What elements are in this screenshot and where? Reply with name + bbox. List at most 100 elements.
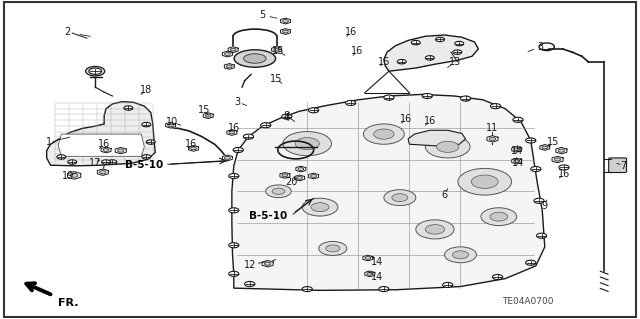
Text: 16: 16 <box>228 123 240 133</box>
Ellipse shape <box>244 54 266 63</box>
Circle shape <box>514 160 520 162</box>
Circle shape <box>525 260 536 265</box>
Text: 16: 16 <box>378 57 390 67</box>
FancyBboxPatch shape <box>609 158 627 173</box>
Circle shape <box>168 124 173 127</box>
Text: 20: 20 <box>285 177 298 187</box>
Circle shape <box>70 174 78 177</box>
Text: 16: 16 <box>344 27 356 37</box>
Circle shape <box>481 208 516 226</box>
Text: 15: 15 <box>270 73 283 84</box>
Text: 1: 1 <box>45 137 52 147</box>
Text: 7: 7 <box>620 161 627 171</box>
Circle shape <box>142 155 151 159</box>
Circle shape <box>436 141 459 152</box>
Text: B-5-10: B-5-10 <box>248 211 287 221</box>
Polygon shape <box>487 136 498 142</box>
Circle shape <box>397 59 406 64</box>
Circle shape <box>124 106 133 110</box>
Circle shape <box>379 286 389 292</box>
Circle shape <box>525 138 536 143</box>
Circle shape <box>142 122 151 127</box>
Circle shape <box>384 95 394 100</box>
Circle shape <box>365 256 371 259</box>
Circle shape <box>228 174 239 179</box>
Circle shape <box>302 286 312 292</box>
Text: FR.: FR. <box>58 298 79 308</box>
Polygon shape <box>115 147 126 154</box>
Circle shape <box>225 53 230 56</box>
Polygon shape <box>296 166 306 172</box>
Circle shape <box>297 176 303 179</box>
Circle shape <box>513 117 523 122</box>
Circle shape <box>298 167 304 170</box>
Circle shape <box>228 208 239 213</box>
Polygon shape <box>227 130 237 135</box>
Circle shape <box>302 198 338 216</box>
Circle shape <box>443 282 453 287</box>
Circle shape <box>295 137 319 150</box>
Polygon shape <box>232 94 545 290</box>
Text: 16: 16 <box>185 139 197 149</box>
Polygon shape <box>262 261 273 267</box>
Text: 8: 8 <box>284 111 290 121</box>
Polygon shape <box>67 172 81 179</box>
Circle shape <box>266 185 291 197</box>
Circle shape <box>282 114 292 119</box>
Circle shape <box>559 165 569 170</box>
Text: 2: 2 <box>65 27 71 37</box>
Text: 16: 16 <box>424 116 436 126</box>
Circle shape <box>554 158 561 161</box>
Circle shape <box>205 114 211 117</box>
Circle shape <box>364 124 404 144</box>
Circle shape <box>542 146 548 149</box>
Polygon shape <box>204 113 213 119</box>
Circle shape <box>374 129 394 139</box>
Polygon shape <box>225 63 234 69</box>
Circle shape <box>308 108 319 113</box>
Text: 12: 12 <box>244 260 256 270</box>
Text: 14: 14 <box>511 145 523 156</box>
Text: 16: 16 <box>400 114 412 124</box>
Circle shape <box>274 48 280 51</box>
Polygon shape <box>280 18 291 24</box>
Circle shape <box>426 56 435 60</box>
Circle shape <box>272 188 285 195</box>
Circle shape <box>102 160 111 164</box>
Circle shape <box>228 271 239 276</box>
Circle shape <box>346 100 356 106</box>
Circle shape <box>108 160 117 164</box>
Text: 14: 14 <box>512 158 524 168</box>
Circle shape <box>243 134 253 139</box>
Polygon shape <box>512 146 522 152</box>
Circle shape <box>558 149 564 152</box>
Text: TE04A0700: TE04A0700 <box>502 297 554 306</box>
Text: 19: 19 <box>61 171 74 181</box>
Text: 5: 5 <box>259 10 266 20</box>
Circle shape <box>244 281 255 286</box>
Circle shape <box>227 65 232 68</box>
Text: 15: 15 <box>547 137 559 147</box>
Circle shape <box>283 19 289 22</box>
Circle shape <box>426 225 445 234</box>
Circle shape <box>412 41 420 45</box>
Polygon shape <box>363 255 373 261</box>
Circle shape <box>422 93 433 99</box>
Polygon shape <box>101 147 111 153</box>
Text: 15: 15 <box>198 105 210 115</box>
Circle shape <box>436 37 445 42</box>
Text: 9: 9 <box>541 201 548 211</box>
Circle shape <box>264 262 271 265</box>
Polygon shape <box>408 130 466 146</box>
Circle shape <box>455 41 464 46</box>
Circle shape <box>228 243 239 248</box>
Text: 6: 6 <box>442 190 447 200</box>
Text: 14: 14 <box>371 257 383 267</box>
Text: 18: 18 <box>140 85 152 95</box>
Circle shape <box>311 203 329 211</box>
Polygon shape <box>228 47 238 52</box>
Circle shape <box>86 66 105 76</box>
Circle shape <box>233 147 243 152</box>
Circle shape <box>426 136 470 158</box>
Circle shape <box>100 171 106 174</box>
